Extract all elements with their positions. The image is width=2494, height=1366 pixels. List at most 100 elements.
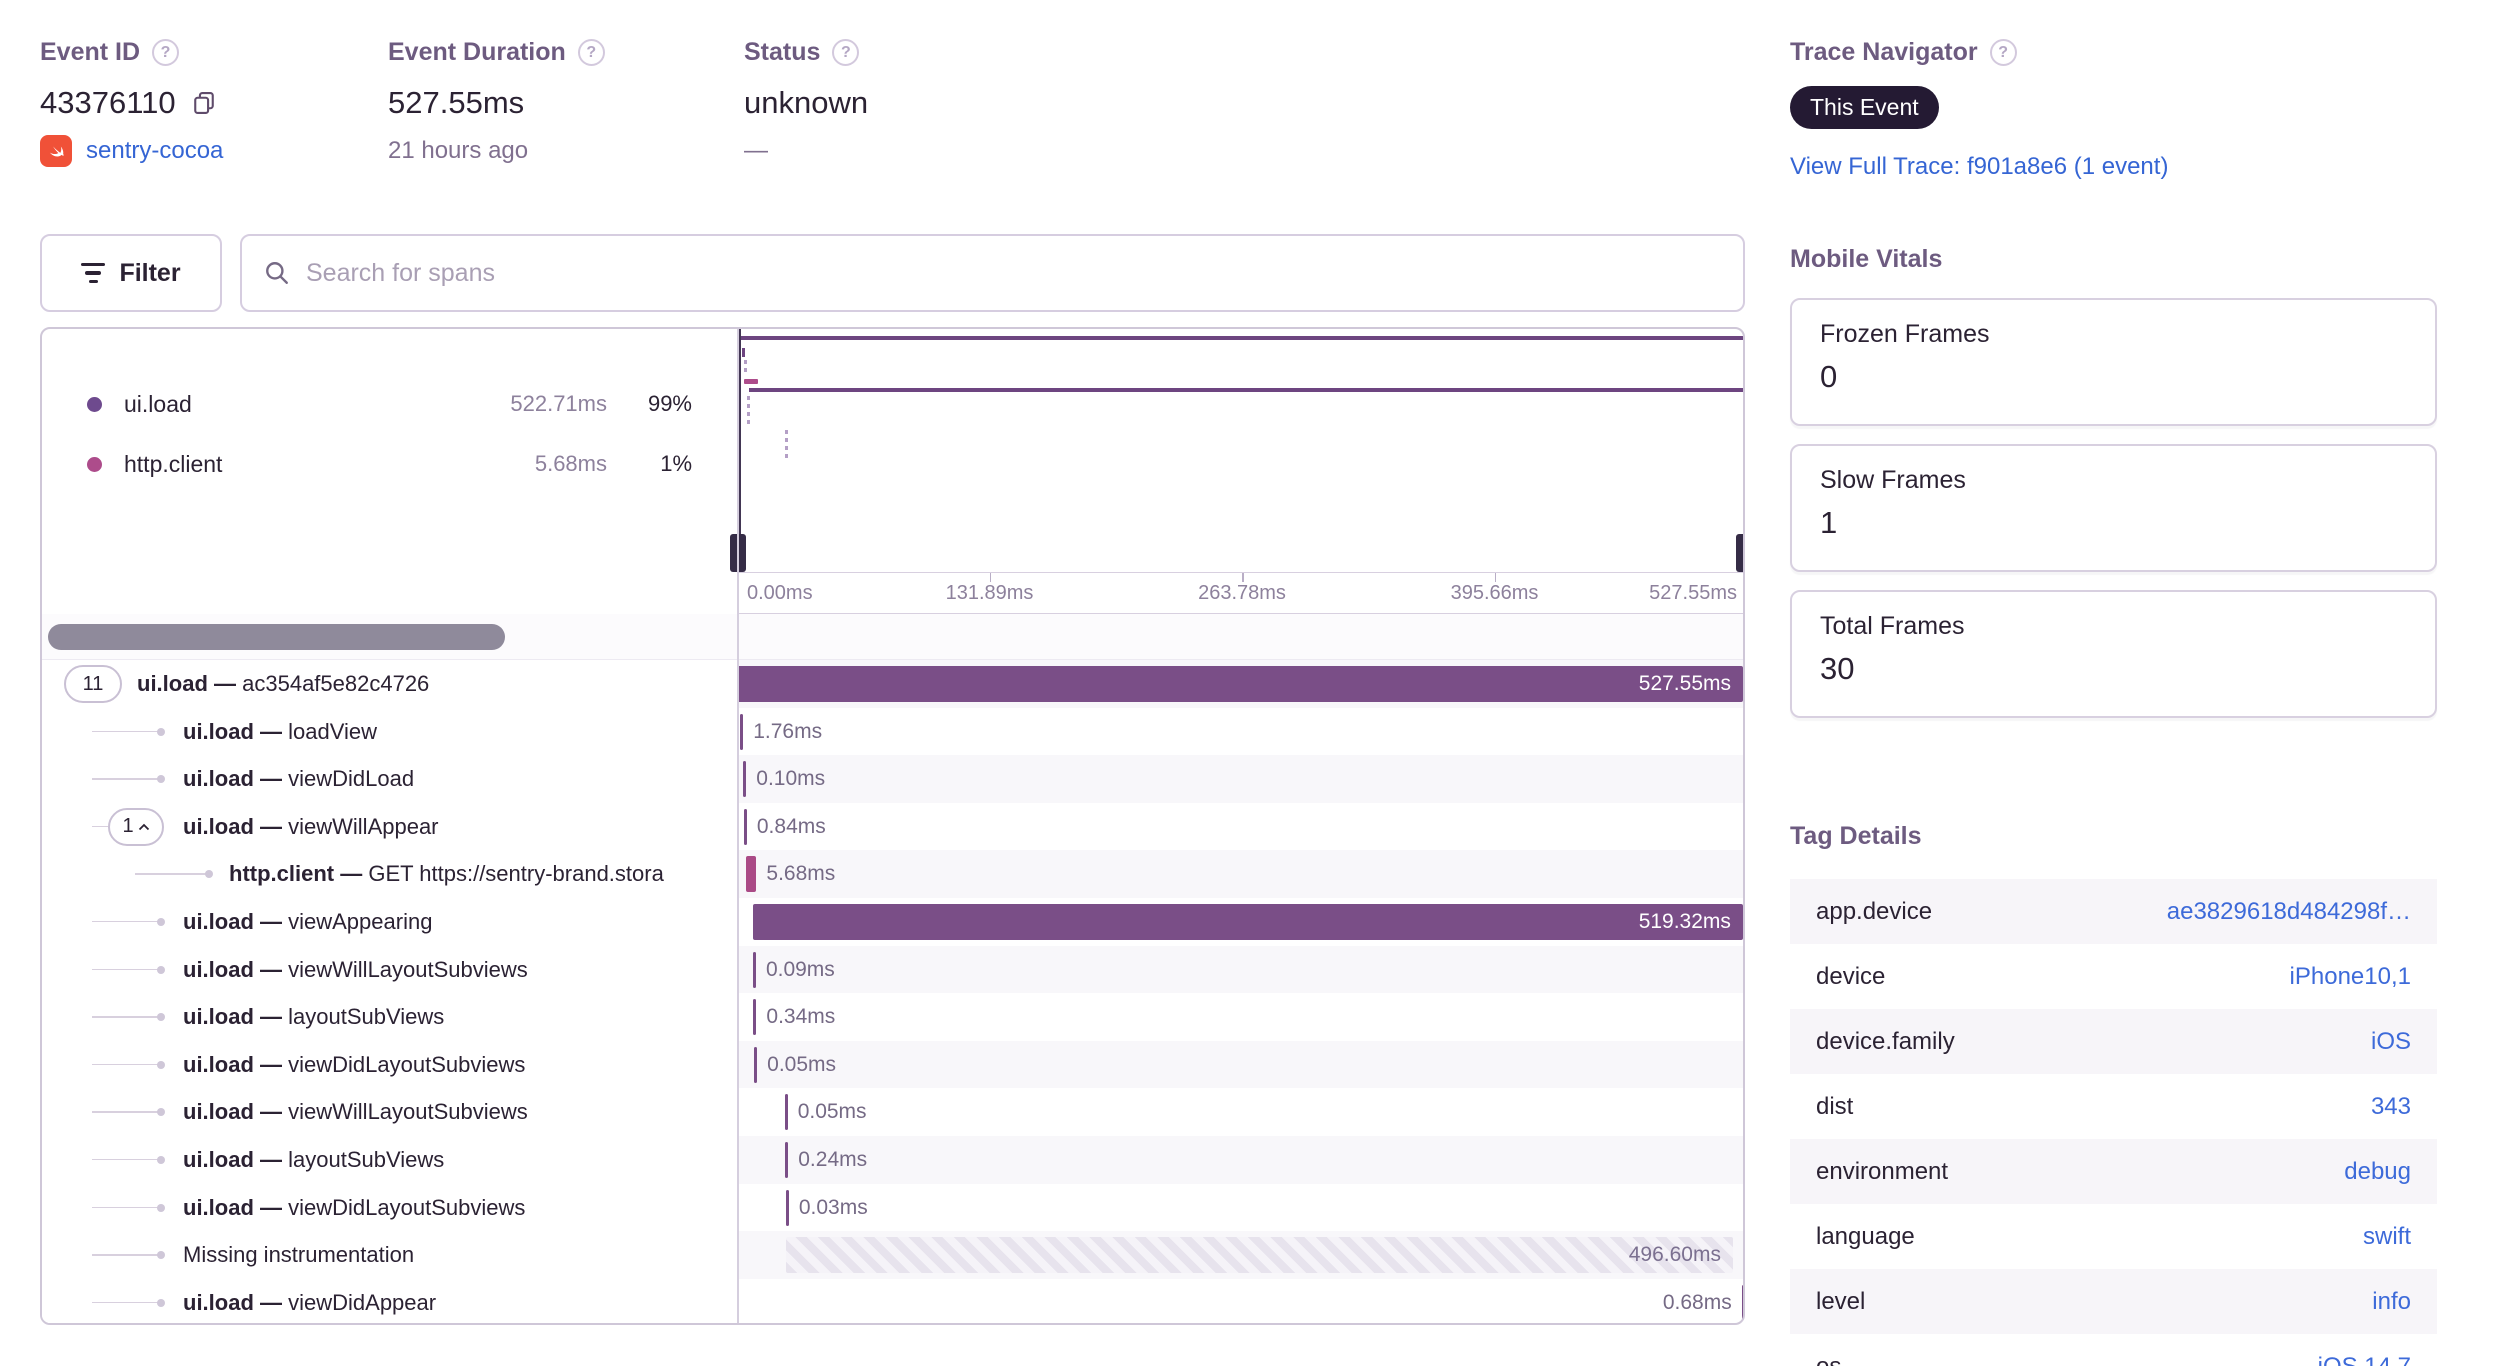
help-icon[interactable]: ? bbox=[1989, 39, 2017, 66]
vital-value: 0 bbox=[1820, 359, 1838, 394]
span-children-badge[interactable]: 1 bbox=[108, 807, 164, 846]
view-full-trace-link[interactable]: View Full Trace: f901a8e6 (1 event) bbox=[1790, 153, 2169, 180]
span-row[interactable]: ui.load — layoutSubViews 0.24ms bbox=[42, 1135, 1743, 1184]
span-row[interactable]: ui.load — viewDidLayoutSubviews 0.05ms bbox=[42, 1040, 1743, 1089]
minimap-http-span bbox=[744, 379, 758, 384]
tag-row: device iPhone10,1 bbox=[1790, 944, 2437, 1009]
span-duration-bar[interactable]: 527.55ms bbox=[737, 666, 1743, 702]
span-row[interactable]: ui.load — viewDidLoad 0.10ms bbox=[42, 755, 1743, 803]
span-row[interactable]: 1 ui.load — viewWillAppear 0.84ms bbox=[42, 802, 1743, 851]
span-children-badge[interactable]: 11 bbox=[64, 665, 122, 703]
help-icon[interactable]: ? bbox=[152, 39, 180, 66]
span-row[interactable]: ui.load — loadView 1.76ms bbox=[42, 707, 1743, 756]
legend-item[interactable]: http.client 5.68ms 1% bbox=[42, 444, 737, 484]
span-tree-cell[interactable]: ui.load — layoutSubViews bbox=[42, 1135, 737, 1184]
span-tree-cell[interactable]: Missing instrumentation bbox=[42, 1231, 737, 1279]
span-row[interactable]: ui.load — viewWillLayoutSubviews 0.09ms bbox=[42, 945, 1743, 994]
filter-icon bbox=[81, 262, 106, 284]
span-bar-cell[interactable]: 527.55ms bbox=[737, 660, 1743, 708]
span-duration-bar[interactable] bbox=[784, 1094, 788, 1131]
filter-button[interactable]: Filter bbox=[40, 234, 222, 312]
vital-card: Total Frames 30 bbox=[1790, 590, 2437, 718]
span-bar-cell[interactable]: 519.32ms bbox=[737, 898, 1743, 946]
span-duration-bar[interactable] bbox=[785, 1141, 789, 1178]
span-tree-cell[interactable]: ui.load — viewWillLayoutSubviews bbox=[42, 1088, 737, 1136]
span-bar-cell[interactable]: 0.05ms bbox=[737, 1088, 1743, 1136]
span-description: ui.load — viewWillAppear bbox=[183, 813, 439, 839]
span-duration-bar[interactable] bbox=[743, 808, 747, 845]
span-description: ui.load — ac354af5e82c4726 bbox=[137, 671, 430, 696]
span-tree-cell[interactable]: http.client — GET https://sentry-brand.s… bbox=[42, 850, 737, 898]
copy-icon[interactable] bbox=[190, 89, 218, 117]
span-row[interactable]: 11 ui.load — ac354af5e82c4726 527.55ms bbox=[42, 660, 1743, 708]
span-row[interactable]: ui.load — viewDidAppear 0.68ms bbox=[42, 1278, 1743, 1323]
span-duration-bar[interactable]: 496.60ms bbox=[786, 1237, 1733, 1274]
tag-value-link[interactable]: iOS 14.7 bbox=[2317, 1352, 2411, 1366]
span-duration-bar[interactable] bbox=[739, 713, 744, 750]
tree-scrollbar-thumb[interactable] bbox=[48, 624, 505, 650]
trace-minimap[interactable] bbox=[730, 329, 1743, 572]
help-icon[interactable]: ? bbox=[832, 39, 860, 66]
span-duration-bar[interactable] bbox=[745, 856, 757, 893]
tree-connector-dot bbox=[157, 1108, 165, 1117]
event-id-column: Event ID ? 43376110 sentry-cocoa bbox=[40, 38, 223, 167]
tag-value-link[interactable]: iPhone10,1 bbox=[2289, 962, 2411, 990]
legend-item[interactable]: ui.load 522.71ms 99% bbox=[42, 384, 737, 424]
span-bar-cell[interactable]: 0.05ms bbox=[737, 1040, 1743, 1089]
span-row[interactable]: ui.load — layoutSubViews 0.34ms bbox=[42, 993, 1743, 1041]
span-tree-cell[interactable]: ui.load — viewWillLayoutSubviews bbox=[42, 945, 737, 994]
tag-value-link[interactable]: iOS bbox=[2370, 1027, 2411, 1055]
span-bar-cell[interactable]: 1.76ms bbox=[737, 708, 1743, 756]
axis-tick bbox=[1494, 573, 1496, 582]
span-duration-label: 0.10ms bbox=[756, 767, 826, 791]
tag-value-link[interactable]: 343 bbox=[2370, 1092, 2411, 1120]
minimap-right-handle[interactable] bbox=[1736, 534, 1743, 572]
tag-key: environment bbox=[1816, 1157, 1949, 1185]
span-duration-bar[interactable] bbox=[752, 951, 756, 988]
span-duration-bar[interactable] bbox=[754, 1046, 758, 1083]
tag-value-link[interactable]: info bbox=[2372, 1287, 2411, 1315]
span-bar-cell[interactable]: 0.34ms bbox=[737, 993, 1743, 1041]
span-duration-label: 0.09ms bbox=[765, 957, 835, 981]
span-bar-cell[interactable]: 0.03ms bbox=[737, 1184, 1743, 1232]
event-duration-value: 527.55ms bbox=[388, 85, 525, 120]
span-tree-cell[interactable]: ui.load — viewAppearing bbox=[42, 897, 737, 946]
span-row[interactable]: ui.load — viewDidLayoutSubviews 0.03ms bbox=[42, 1183, 1743, 1232]
tag-value-link[interactable]: debug bbox=[2344, 1157, 2411, 1185]
span-duration-bar[interactable] bbox=[753, 999, 757, 1036]
tree-resize-divider[interactable] bbox=[737, 329, 739, 1323]
span-bar-cell[interactable]: 0.84ms bbox=[737, 803, 1743, 851]
tree-connector-dot bbox=[157, 1155, 165, 1164]
help-icon[interactable]: ? bbox=[577, 39, 605, 66]
span-duration-label: 0.34ms bbox=[766, 1005, 836, 1029]
axis-tick bbox=[989, 573, 991, 582]
legend-op-name: ui.load bbox=[124, 390, 192, 417]
tag-value-link[interactable]: swift bbox=[2363, 1222, 2411, 1250]
span-bar-cell[interactable]: 0.09ms bbox=[737, 945, 1743, 994]
span-duration-bar[interactable]: 519.32ms bbox=[752, 903, 1743, 940]
span-bar-cell[interactable]: 5.68ms bbox=[737, 850, 1743, 898]
span-row[interactable]: Missing instrumentation 496.60ms bbox=[42, 1231, 1743, 1279]
search-input[interactable] bbox=[306, 258, 1721, 288]
span-tree-cell[interactable]: ui.load — viewDidLoad bbox=[42, 755, 737, 803]
span-tree-cell[interactable]: ui.load — viewDidLayoutSubviews bbox=[42, 1040, 737, 1089]
span-tree-cell[interactable]: ui.load — layoutSubViews bbox=[42, 993, 737, 1041]
span-row[interactable]: ui.load — viewWillLayoutSubviews 0.05ms bbox=[42, 1088, 1743, 1136]
span-duration-bar[interactable] bbox=[785, 1189, 789, 1226]
span-tree-cell[interactable]: ui.load — viewDidAppear bbox=[42, 1278, 737, 1323]
span-bar-cell[interactable]: 0.68ms bbox=[737, 1279, 1743, 1323]
span-row[interactable]: http.client — GET https://sentry-brand.s… bbox=[42, 850, 1743, 898]
project-link[interactable]: sentry-cocoa bbox=[86, 137, 224, 164]
span-bar-cell[interactable]: 0.24ms bbox=[737, 1135, 1743, 1184]
span-tree-cell[interactable]: ui.load — viewDidLayoutSubviews bbox=[42, 1183, 737, 1232]
search-icon bbox=[266, 262, 288, 284]
span-tree-cell[interactable]: 11 ui.load — ac354af5e82c4726 bbox=[42, 660, 737, 708]
span-tree-cell[interactable]: 1 ui.load — viewWillAppear bbox=[42, 802, 737, 851]
tag-value-link[interactable]: ae3829618d484298f… bbox=[2166, 897, 2411, 925]
span-bar-cell[interactable]: 496.60ms bbox=[737, 1231, 1743, 1279]
span-bar-cell[interactable]: 0.10ms bbox=[737, 755, 1743, 803]
span-tree-cell[interactable]: ui.load — loadView bbox=[42, 707, 737, 756]
span-duration-bar[interactable] bbox=[743, 761, 747, 798]
span-row[interactable]: ui.load — viewAppearing 519.32ms bbox=[42, 897, 1743, 946]
span-duration-bar[interactable] bbox=[1741, 1284, 1743, 1321]
